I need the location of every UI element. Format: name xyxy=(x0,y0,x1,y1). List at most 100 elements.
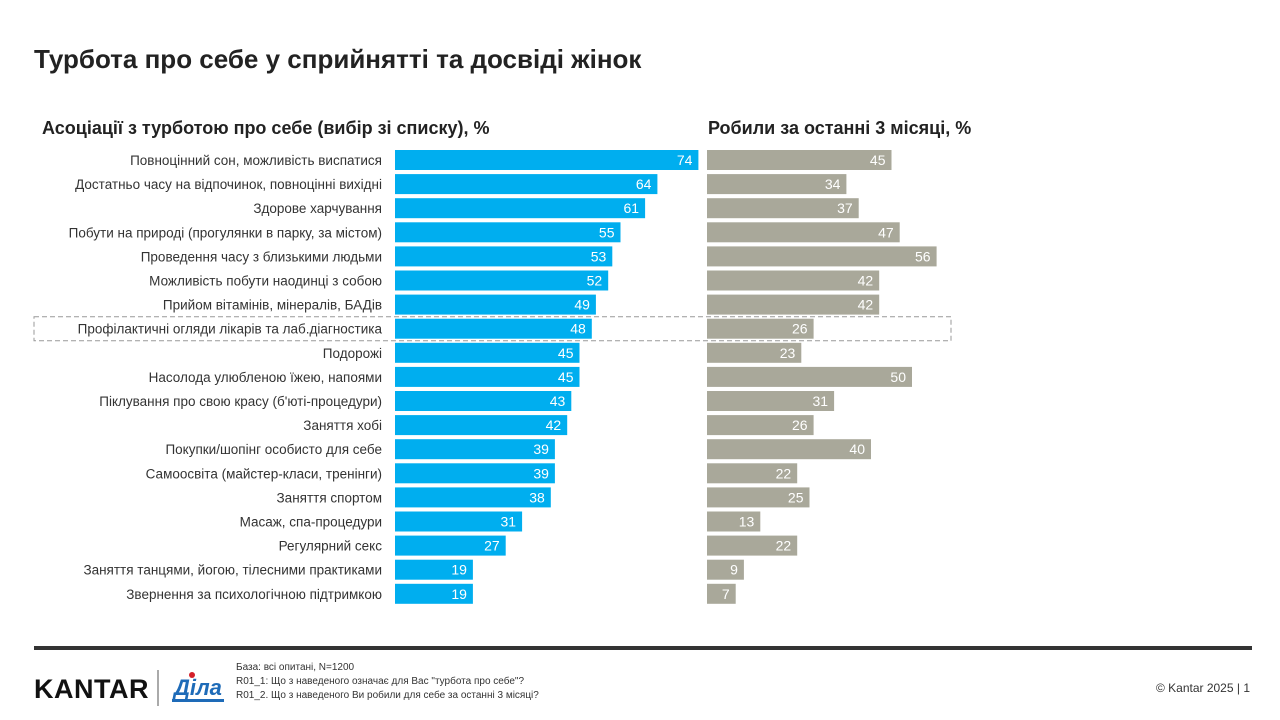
category-label: Заняття хобі xyxy=(303,418,382,433)
data-label-association: 52 xyxy=(587,273,603,289)
bar-done xyxy=(707,391,835,411)
copyright: © Kantar 2025 | 1 xyxy=(1155,681,1250,695)
category-label: Масаж, спа-процедури xyxy=(240,515,382,530)
data-label-done: 42 xyxy=(858,273,874,289)
bar-done xyxy=(707,294,880,315)
data-label-done: 23 xyxy=(780,345,796,361)
highlight-box xyxy=(33,316,952,342)
bar-association xyxy=(395,487,551,508)
data-label-done: 42 xyxy=(858,297,874,313)
bar-association xyxy=(395,511,523,532)
data-label-association: 45 xyxy=(558,345,574,361)
data-label-association: 55 xyxy=(599,224,615,240)
question-2: R01_2. Що з наведеного Ви робили для себ… xyxy=(236,690,539,701)
category-label: Профілактичні огляди лікарів та лаб.діаг… xyxy=(78,322,383,337)
divider xyxy=(34,646,1252,650)
data-label-done: 50 xyxy=(890,369,906,385)
data-label-association: 19 xyxy=(451,562,467,578)
bar-association xyxy=(395,439,555,460)
bar-association xyxy=(395,463,555,484)
data-label-association: 27 xyxy=(484,538,500,554)
bar-done xyxy=(707,487,810,508)
bar-done xyxy=(707,559,744,580)
bar-association xyxy=(395,318,592,339)
category-label: Звернення за психологічною підтримкою xyxy=(126,587,382,602)
category-label: Здорове харчування xyxy=(253,201,382,216)
footnotes: База: всі опитані, N=1200 R01_1: Що з на… xyxy=(236,661,539,703)
bar-done xyxy=(707,150,892,170)
bar-association xyxy=(395,246,613,267)
bar-association xyxy=(395,535,506,556)
data-label-done: 40 xyxy=(849,441,865,457)
logo-separator xyxy=(157,670,159,706)
category-label: Подорожі xyxy=(323,346,382,361)
bar-done xyxy=(707,270,880,291)
category-label: Прийом вітамінів, мінералів, БАДів xyxy=(163,298,382,313)
bar-done xyxy=(707,415,814,436)
data-label-done: 22 xyxy=(776,465,792,481)
data-label-association: 74 xyxy=(677,152,693,168)
bar-done xyxy=(707,535,798,556)
data-label-done: 9 xyxy=(730,562,738,578)
data-label-association: 39 xyxy=(533,441,549,457)
data-label-done: 13 xyxy=(739,514,755,530)
data-label-association: 49 xyxy=(574,297,590,313)
data-label-association: 19 xyxy=(451,586,467,602)
data-label-association: 48 xyxy=(570,321,586,337)
category-label: Можливість побути наодинці з собою xyxy=(149,274,382,289)
bar-association xyxy=(395,150,699,170)
category-label: Повноцінний сон, можливість виспатися xyxy=(130,153,382,168)
data-label-association: 53 xyxy=(591,248,607,264)
bar-done xyxy=(707,366,912,387)
category-label: Заняття танцями, йогою, тілесними практи… xyxy=(83,563,382,578)
bar-association xyxy=(395,222,621,243)
data-label-done: 34 xyxy=(825,176,841,192)
bar-done xyxy=(707,318,814,339)
category-label: Піклування про свою красу (б'юті-процеду… xyxy=(99,394,382,409)
category-label: Насолода улюбленою їжею, напоями xyxy=(149,370,382,385)
base-note: База: всі опитані, N=1200 xyxy=(236,662,355,673)
bar-association xyxy=(395,174,658,195)
data-label-association: 38 xyxy=(529,489,545,505)
bar-association xyxy=(395,270,609,291)
bar-done xyxy=(707,222,900,243)
bar-association xyxy=(395,391,572,411)
bar-done xyxy=(707,583,736,604)
bar-done xyxy=(707,342,802,363)
data-label-association: 42 xyxy=(546,417,562,433)
data-label-done: 37 xyxy=(837,200,853,216)
question-1: R01_1: Що з наведеного означає для Вас "… xyxy=(236,676,525,687)
data-label-association: 43 xyxy=(550,393,566,409)
bar-done xyxy=(707,246,937,267)
category-label: Достатньо часу на відпочинок, повноцінні… xyxy=(75,177,382,192)
svg-text:Діла: Діла xyxy=(172,675,222,700)
bar-association xyxy=(395,294,596,315)
data-label-association: 64 xyxy=(636,176,652,192)
data-label-done: 26 xyxy=(792,417,808,433)
category-label: Проведення часу з близькими людьми xyxy=(141,249,382,264)
data-label-done: 7 xyxy=(722,586,730,602)
data-label-done: 45 xyxy=(870,152,886,168)
bar-association xyxy=(395,559,473,580)
kantar-logo: KANTAR xyxy=(34,674,149,704)
dila-logo: Діла xyxy=(172,672,224,702)
data-label-done: 31 xyxy=(813,393,829,409)
bar-association xyxy=(395,415,568,436)
bar-done xyxy=(707,198,859,219)
bar-done xyxy=(707,439,871,460)
data-label-association: 61 xyxy=(624,200,640,216)
category-label: Покупки/шопінг особисто для себе xyxy=(165,442,382,457)
right-chart-title: Робили за останні 3 місяці, % xyxy=(708,118,972,138)
data-label-done: 25 xyxy=(788,489,804,505)
data-label-done: 47 xyxy=(878,224,894,240)
bar-association xyxy=(395,583,473,604)
data-label-association: 31 xyxy=(501,514,517,530)
bar-charts: Повноцінний сон, можливість виспатися 74 4… xyxy=(33,150,952,604)
bar-done xyxy=(707,463,798,484)
bar-association xyxy=(395,342,580,363)
bar-done xyxy=(707,511,761,532)
data-label-done: 26 xyxy=(792,321,808,337)
data-label-association: 45 xyxy=(558,369,574,385)
category-label: Регулярний секс xyxy=(279,539,383,554)
category-label: Заняття спортом xyxy=(277,490,382,505)
